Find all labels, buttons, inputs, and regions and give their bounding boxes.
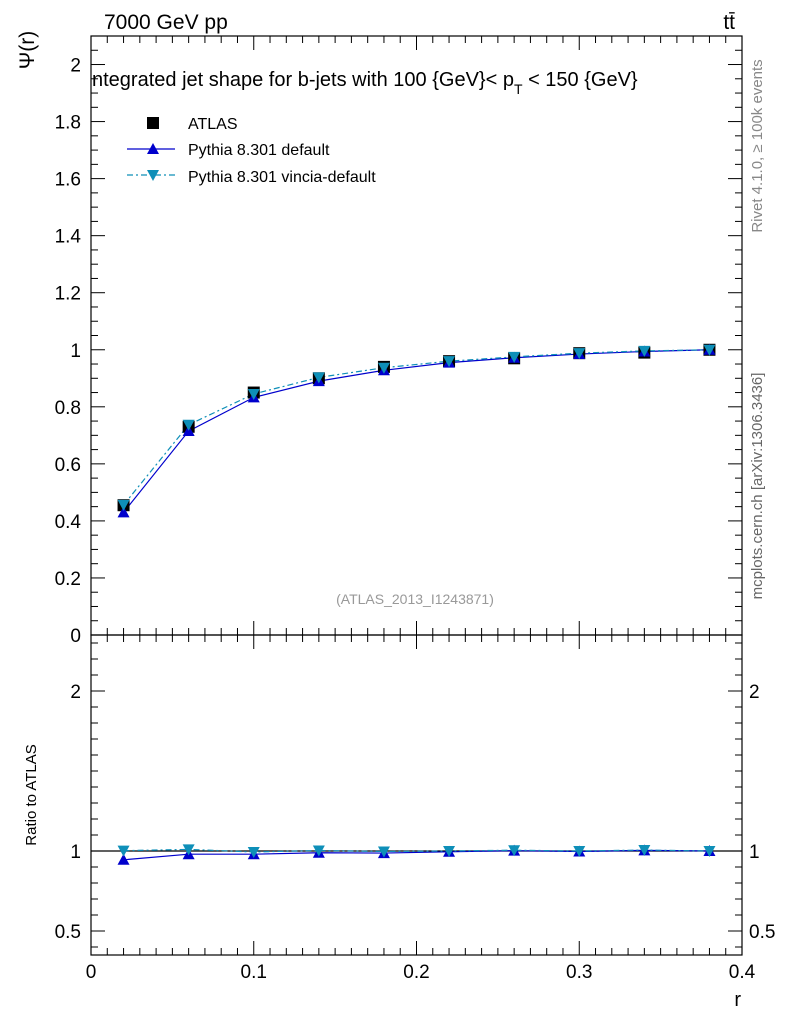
ratio-ytick-label-right: 2 [749,682,760,703]
ratio-point-vincia [638,845,651,857]
main-ytick-label: 0 [70,626,81,647]
ratio-ticks [90,635,743,955]
data-point-vincia [117,499,130,511]
main-ytick-label: 1.2 [55,284,81,305]
ratio-point-vincia [573,846,586,857]
energy-label: 7000 GeV pp [104,11,228,34]
xtick-label: 0.4 [729,962,756,983]
main-ytick-label: 1.4 [55,227,82,248]
analysis-watermark: (ATLAS_2013_I1243871) [336,591,494,607]
xtick-labels: 0 0.1 0.2 0.3 0.4 [86,962,756,983]
ratio-point-vincia [703,846,716,857]
ratio-point-vincia [443,846,456,857]
main-title: ntegrated jet shape for b-jets with 100 … [92,69,638,97]
ratio-series-line-default [123,849,710,861]
data-point-vincia [377,362,390,374]
data-point-default [117,506,130,518]
data-point-vincia [443,356,456,368]
mcplots-label: mcplots.cern.ch [arXiv:1306.3436] [749,373,766,600]
ratio-ytick-label-right: 1 [749,842,760,863]
data-point-vincia [703,344,716,356]
data-point-vincia [312,372,325,384]
ratio-point-vincia [247,846,260,858]
ratio-ytick-labels-right: 0.5 1 2 [749,682,775,943]
main-ticks [90,35,743,636]
legend-label-atlas: ATLAS [188,116,238,133]
x-axis-label: r [734,989,741,1011]
main-ytick-label: 0.2 [55,569,81,590]
ratio-point-vincia [312,845,325,857]
xtick-label: 0.1 [241,962,267,983]
legend: ATLAS Pythia 8.301 default Pythia 8.301 … [127,116,376,186]
main-ytick-label: 2 [70,56,81,77]
main-series-line-vincia [123,349,710,506]
process-label: tt̄ [723,11,735,34]
rivet-label: Rivet 4.1.0, ≥ 100k events [749,59,766,232]
main-ytick-label: 1.8 [55,113,81,134]
title-tail: < 150 {GeV} [523,69,638,91]
ratio-ylabel: Ratio to ATLAS [23,744,40,845]
main-ytick-label: 1 [70,341,81,362]
data-point-vincia [508,351,521,363]
legend-label-default: Pythia 8.301 default [188,142,330,159]
ratio-panel: 0.5 1 2 0.5 1 2 0 0.1 0.2 0.3 0.4 Ratio … [23,634,775,1011]
xtick-label: 0.3 [566,962,592,983]
data-point-vincia [573,348,586,360]
main-ytick-label: 0.8 [55,398,81,419]
legend-marker-default [147,143,159,154]
data-point-vincia [182,419,195,431]
xtick-label: 0 [86,962,97,983]
ratio-ytick-label-right: 0.5 [749,922,775,943]
main-ytick-label: 1.6 [55,170,81,191]
ratio-point-vincia [508,845,521,857]
ratio-point-vincia [182,844,195,856]
main-series [117,343,716,518]
title-subscript: T [514,81,523,97]
main-series-line-default [123,349,710,513]
ratio-point-vincia [377,846,390,858]
ratio-ytick-label: 1 [70,842,81,863]
legend-label-vincia: Pythia 8.301 vincia-default [188,169,376,186]
main-ytick-labels: 0 0.2 0.4 0.6 0.8 1 1.2 1.4 1.6 1.8 2 [55,56,82,647]
legend-marker-vincia [147,170,159,181]
ratio-ytick-label: 0.5 [55,922,81,943]
ratio-ytick-label: 2 [70,682,81,703]
xtick-label: 0.2 [403,962,429,983]
ratio-point-default [117,853,130,865]
ratio-point-vincia [117,845,130,857]
main-panel: 0 0.2 0.4 0.6 0.8 1 1.2 1.4 1.6 1.8 2 Ψ(… [16,31,743,647]
ratio-frame [90,634,743,956]
data-point-vincia [638,345,651,357]
main-ylabel: Ψ(r) [16,31,39,70]
legend-marker-atlas [147,117,159,129]
data-point-vincia [247,388,260,400]
main-ytick-label: 0.6 [55,455,81,476]
main-ytick-label: 0.4 [55,512,82,533]
title-main: ntegrated jet shape for b-jets with 100 … [92,69,514,91]
ratio-ytick-labels: 0.5 1 2 [55,682,81,943]
ratio-series [117,844,716,865]
